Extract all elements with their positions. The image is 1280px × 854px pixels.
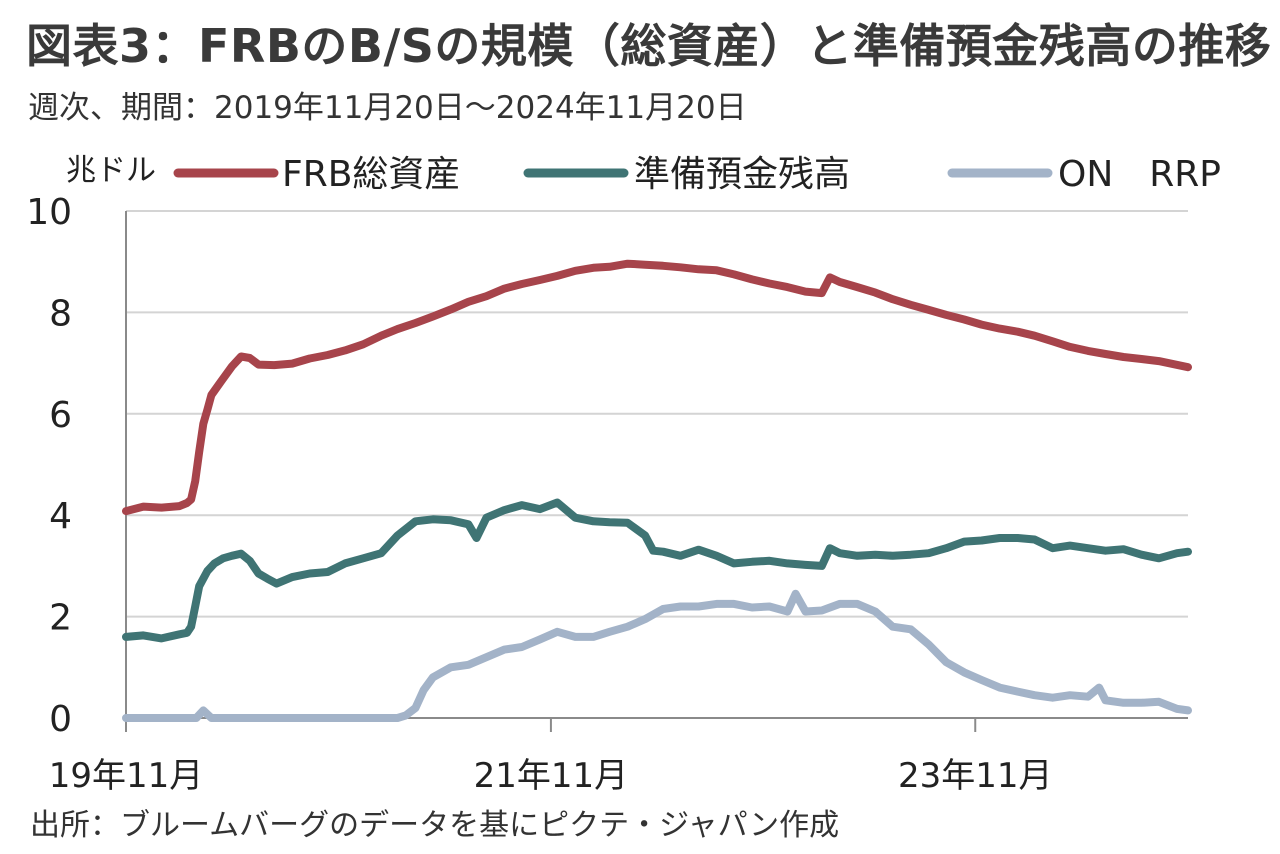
y-tick-label: 4 xyxy=(49,496,72,537)
x-tick-label: 21年11月 xyxy=(474,756,629,796)
y-tick-label: 10 xyxy=(26,192,72,233)
x-tick-labels: 19年11月 21年11月 23年11月 xyxy=(49,718,1053,796)
series-line-2 xyxy=(122,589,1192,722)
axes: 兆ドル xyxy=(66,153,1188,726)
source-note: 出所：ブルームバーグのデータを基にピクテ・ジャパン作成 xyxy=(30,808,840,843)
legend-label-1: 準備預金残高 xyxy=(634,154,850,195)
x-tick-label: 19年11月 xyxy=(49,756,204,796)
y-tick-label: 0 xyxy=(49,699,72,740)
x-tick-label: 23年11月 xyxy=(898,756,1053,796)
y-axis-unit-label: 兆ドル xyxy=(66,153,156,188)
y-tick-label: 8 xyxy=(49,293,72,334)
legend: FRB総資産 準備預金残高 ON RRP xyxy=(173,154,1221,195)
y-tick-label: 6 xyxy=(49,395,72,436)
y-tick-labels: 0 2 4 6 8 10 xyxy=(26,192,72,740)
legend-label-0: FRB総資産 xyxy=(282,154,460,195)
chart-title: 図表3：FRBのB/Sの規模（総資産）と準備預金残高の推移 xyxy=(26,19,1272,73)
series-lines xyxy=(122,259,1192,722)
legend-label-2: ON RRP xyxy=(1058,154,1221,195)
series-line-1 xyxy=(122,498,1192,643)
gridlines xyxy=(126,210,1188,618)
series-line-0 xyxy=(122,259,1192,516)
y-tick-label: 2 xyxy=(49,598,72,639)
chart-subtitle: 週次、期間：2019年11月20日～2024年11月20日 xyxy=(28,90,747,126)
